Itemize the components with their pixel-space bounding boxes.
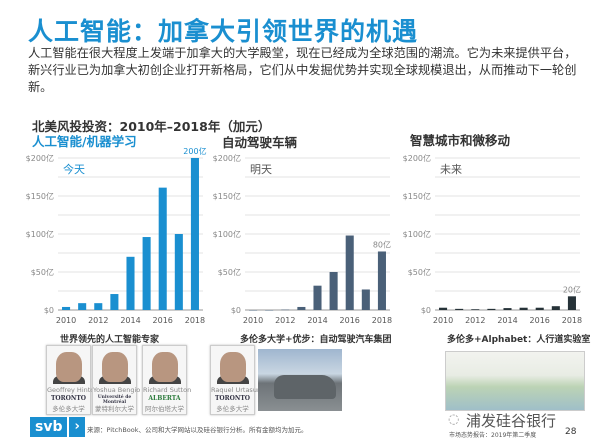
data-label: 80亿 (373, 239, 391, 249)
portrait-image (220, 352, 246, 382)
bar-2012 (281, 309, 290, 311)
chart-title: 自动驾驶车辆 (222, 135, 298, 150)
y-tick-label: $200亿 (213, 153, 241, 163)
x-tick-label: 2010 (433, 316, 453, 325)
bar-2016 (158, 187, 167, 310)
bar-2010 (249, 310, 258, 311)
portrait-image (152, 352, 178, 382)
x-tick-label: 2014 (307, 316, 327, 325)
chart-title: 智慧城市和微移动 (409, 133, 511, 148)
x-tick-label: 2010 (243, 316, 263, 325)
x-tick-label: 2016 (153, 316, 173, 325)
bar-2015 (142, 237, 151, 310)
y-tick-label: $200亿 (403, 153, 431, 163)
bar-2014 (126, 256, 135, 310)
y-tick-label: $50亿 (218, 267, 241, 277)
bar-2012 (471, 309, 480, 310)
bar-2017 (361, 289, 370, 310)
y-tick-label: $50亿 (31, 267, 54, 277)
source-note: 来源：PitchBook、公司和大学网站以及硅谷银行分析。所有金额均为加元。 (87, 426, 308, 434)
report-name: 市场态势报告：2019年第二季度 (449, 432, 537, 439)
x-tick-label: 2018 (562, 316, 582, 325)
y-tick-label: $0 (231, 306, 241, 315)
bar-2013 (297, 306, 306, 310)
x-tick-label: 2014 (497, 316, 517, 325)
caption-sidewalk: 多伦多+Alphabet：人行道实验室 (447, 335, 591, 345)
x-tick-label: 2018 (185, 316, 205, 325)
caption-ai-experts: 世界领先的人工智能专家 (60, 335, 160, 345)
bar-2011 (265, 310, 274, 311)
chart-title: 人工智能/机器学习 (32, 134, 137, 149)
y-tick-label: $100亿 (403, 229, 431, 239)
y-tick-label: $150亿 (26, 191, 54, 201)
x-tick-label: 2016 (340, 316, 360, 325)
data-label: 20亿 (563, 284, 581, 294)
chart-annotation: 明天 (250, 163, 272, 176)
bar-2013 (110, 294, 119, 310)
bar-2013 (487, 308, 496, 310)
y-tick-label: $50亿 (408, 267, 431, 277)
x-tick-label: 2012 (465, 316, 485, 325)
x-tick-label: 2018 (372, 316, 392, 325)
y-tick-label: $0 (44, 306, 54, 315)
x-tick-label: 2016 (530, 316, 550, 325)
bar-2015 (519, 307, 528, 310)
y-tick-label: $150亿 (213, 191, 241, 201)
chart-annotation: 未来 (440, 163, 462, 176)
expert-card: Raquel Urtasun TORONTO 多伦多大学 (210, 345, 261, 415)
bar-2018 (190, 158, 199, 310)
portrait-image (56, 352, 82, 382)
self-driving-car-photo (258, 349, 342, 411)
bar-2018 (377, 251, 386, 310)
bar-2012 (94, 303, 103, 310)
bar-2018 (567, 296, 576, 310)
bar-2014 (503, 308, 512, 310)
watermark: 浦发硅谷银行 (466, 412, 557, 430)
charts: 人工智能/机器学习 $0 $50亿 $100亿 $150亿 $200亿 2010 2012 20… (26, 133, 582, 325)
intro-paragraph: 人工智能在很大程度上发端于加拿大的大学殿堂，现在已经成为全球范围的潮流。它为未来… (28, 46, 577, 94)
expert-card: Yoshua Bengio Université de Montréal 蒙特利尔大… (92, 345, 140, 415)
bar-2010 (62, 306, 71, 310)
bar-2011 (78, 303, 87, 310)
x-tick-label: 2012 (88, 316, 108, 325)
bar-2010 (439, 307, 448, 310)
portrait-image (102, 352, 128, 382)
sidewalk-lab-illustration (445, 351, 585, 411)
page-title: 人工智能：加拿大引领世界的机遇 (28, 17, 419, 46)
data-label: 200亿 (183, 146, 206, 156)
bar-2017 (174, 234, 183, 310)
y-tick-label: $150亿 (403, 191, 431, 201)
expert-card: Richard Sutton ALBERTA 阿尔伯塔大学 (142, 345, 191, 415)
caption-uber: 多伦多大学+优步：自动驾驶汽车集团 (240, 335, 392, 345)
bar-2016 (345, 235, 354, 310)
section-title: 北美风投投资：2010年–2018年（加元） (32, 119, 271, 134)
x-tick-label: 2014 (120, 316, 140, 325)
svb-logo: svb › (30, 417, 85, 437)
x-tick-label: 2012 (275, 316, 295, 325)
bar-2014 (313, 285, 322, 310)
x-tick-label: 2010 (56, 316, 76, 325)
chevron-right-icon: › (69, 417, 85, 437)
y-tick-label: $100亿 (26, 229, 54, 239)
y-tick-label: $0 (421, 306, 431, 315)
y-tick-label: $200亿 (26, 153, 54, 163)
expert-card: Geoffrey Hinton TORONTO 多伦多大学 (46, 345, 98, 415)
chart-annotation: 今天 (63, 162, 85, 176)
bar-2015 (329, 272, 338, 310)
wechat-icon: ◌ (448, 412, 460, 427)
bar-2017 (551, 306, 560, 310)
bar-2011 (455, 308, 464, 310)
y-tick-label: $100亿 (213, 229, 241, 239)
bar-2016 (535, 307, 544, 310)
page-number: 28 (565, 427, 577, 437)
